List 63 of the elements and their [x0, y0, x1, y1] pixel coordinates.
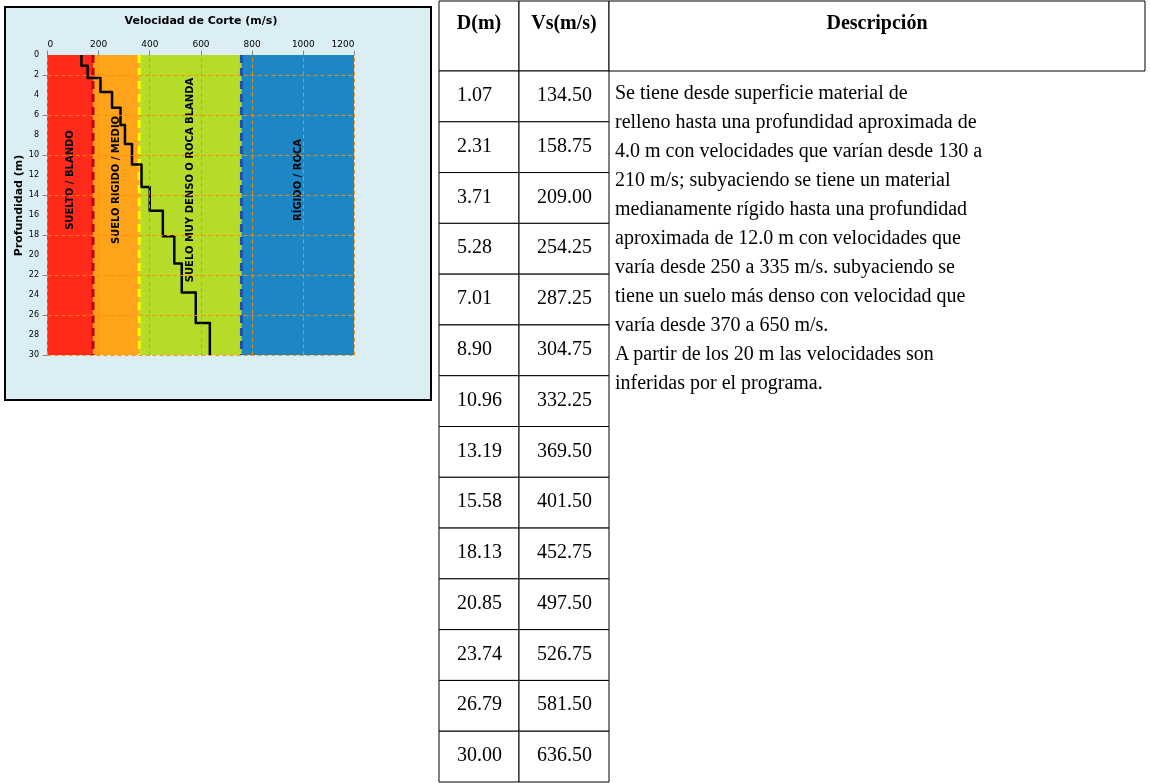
- text: 23.74: [457, 641, 502, 664]
- text: 581.50: [537, 692, 592, 715]
- text: Vs(m/s): [531, 11, 597, 34]
- y-tick-label: 10: [28, 150, 39, 159]
- text: 18.13: [457, 540, 502, 563]
- text: 13.19: [457, 438, 502, 461]
- text: 10.96: [457, 387, 502, 410]
- text: 332.25: [537, 387, 592, 410]
- text: 158.75: [537, 133, 592, 156]
- y-tick-label: 26: [28, 310, 39, 319]
- x-tick-label: 1200: [331, 38, 355, 49]
- y-tick-label: 0: [33, 50, 39, 59]
- y-axis-title: Profundidad (m): [12, 154, 25, 257]
- text: 452.75: [537, 540, 592, 563]
- y-tick-label: 4: [33, 90, 39, 99]
- x-tick-label: 400: [141, 38, 159, 49]
- x-axis-title: Velocidad de Corte (m/s): [124, 13, 278, 27]
- y-tick-label: 20: [28, 250, 39, 259]
- y-tick-label: 18: [28, 230, 39, 239]
- band-label: SUELO MUY DENSO O ROCA BLANDA: [184, 77, 196, 283]
- x-tick-label: 600: [192, 38, 210, 49]
- text: 254.25: [537, 235, 592, 258]
- text: 304.75: [537, 336, 592, 359]
- text: 20.85: [457, 590, 502, 613]
- text: 3.71: [457, 184, 492, 207]
- band-label: RÍGIDO / ROCA: [290, 138, 303, 222]
- text: 1.07: [457, 83, 492, 105]
- text: D(m): [456, 11, 502, 34]
- y-tick-label: 8: [33, 130, 39, 139]
- y-tick-label: 14: [28, 190, 39, 199]
- text: 7.01: [457, 286, 492, 309]
- y-tick-label: 12: [28, 170, 39, 179]
- y-tick-label: 16: [28, 210, 39, 219]
- y-tick-label: 24: [28, 290, 39, 299]
- text: 401.50: [537, 489, 592, 512]
- line-series: [80, 53, 212, 357]
- y-tick-label: 30: [28, 350, 39, 359]
- band-label: SUELO RIGIDO / MEDIO: [110, 115, 122, 245]
- text: 15.58: [457, 489, 502, 512]
- text: 497.50: [537, 590, 592, 613]
- text: 369.50: [537, 438, 592, 461]
- text: 526.75: [537, 641, 592, 664]
- text: A partir de los 20 m las velocidades son inferidas por el programa.: [615, 342, 934, 394]
- text: 636.50: [537, 743, 592, 766]
- text: Descripción: [826, 11, 928, 34]
- x-tick-label: 1000: [291, 38, 316, 49]
- text: 209.00: [537, 184, 592, 207]
- x-tick-label: 0: [47, 38, 54, 49]
- text: 2.31: [457, 133, 492, 156]
- x-tick-label: 200: [90, 38, 108, 49]
- text: 26.79: [457, 692, 502, 715]
- y-tick-label: 6: [33, 110, 39, 119]
- text: 30.00: [457, 743, 502, 766]
- text: Se tiene desde superficie material de relleno hasta una profundidad aproximada de 4.0 m con velocidades que varían desde 130 a 210 m/s; subyaciendo se tiene un material medianamente rígido hasta una profundidad aproximada de 12.0 m con velocidades que varía desde 250 a 335 m/s. subyaciendo se tiene un suelo más denso con velocidad que varía desde 370 a 650 m/s.: [615, 81, 983, 335]
- band-label: SUELTO / BLANDO: [64, 130, 76, 230]
- text: 8.90: [457, 336, 492, 359]
- text: 134.50: [537, 83, 592, 105]
- text: 287.25: [537, 286, 592, 309]
- text: 5.28: [457, 235, 492, 258]
- y-tick-label: 2: [33, 70, 39, 79]
- y-tick-label: 28: [28, 330, 39, 339]
- x-tick-label: 800: [243, 38, 262, 49]
- y-tick-label: 22: [28, 270, 39, 279]
